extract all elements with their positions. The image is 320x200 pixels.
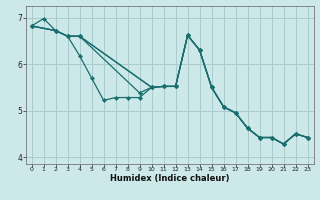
X-axis label: Humidex (Indice chaleur): Humidex (Indice chaleur)	[110, 174, 229, 183]
